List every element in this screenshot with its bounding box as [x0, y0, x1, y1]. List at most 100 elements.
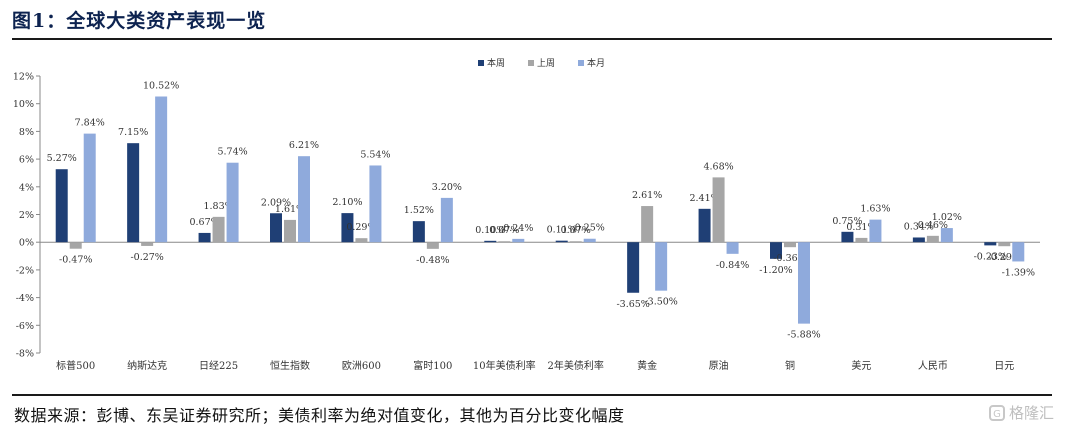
bar-this-month [155, 96, 168, 243]
legend-label: 本周 [487, 57, 505, 69]
data-label: 5.54% [360, 149, 390, 160]
legend-swatch [528, 60, 534, 66]
data-label: 0.11% [547, 225, 577, 236]
data-label: -3.65% [616, 299, 649, 310]
data-label: -5.88% [787, 330, 820, 341]
bar-this-month [512, 238, 525, 243]
bar-this-month [226, 162, 239, 243]
data-label: -0.23% [974, 251, 1007, 262]
data-label: -1.39% [1002, 267, 1035, 278]
y-tick-label: -4% [16, 293, 34, 304]
data-label: 0.34% [904, 221, 934, 232]
category-label: 日元 [994, 361, 1014, 372]
bar-this-week [698, 208, 711, 243]
bar-this-week [627, 242, 640, 293]
bar-this-week [198, 232, 211, 243]
data-label: 1.63% [860, 204, 890, 215]
category-label: 黄金 [637, 359, 657, 372]
y-tick-label: 10% [13, 99, 34, 110]
category-label: 人民币 [918, 360, 948, 372]
bar-this-month [940, 228, 953, 243]
category-label: 10年美债利率 [473, 359, 536, 372]
footer-divider [12, 394, 1052, 396]
glh-logo-icon: G [988, 404, 1005, 421]
bar-last-week [855, 237, 868, 243]
y-tick-label: -2% [16, 265, 34, 276]
category-label: 铜 [785, 360, 795, 372]
title-divider [12, 38, 1052, 40]
category-label: 恒生指数 [270, 359, 310, 372]
bar-last-week [426, 242, 439, 249]
bar-last-week [998, 242, 1011, 247]
data-label: 7.84% [75, 118, 105, 129]
asset-performance-bar-chart: -8% -6% -4% -2% 0% 2% 4% 6% 8% 10% 12% 5.27% -0.47% 7… [13, 57, 1040, 372]
category-label: 原油 [709, 359, 729, 372]
bar-this-month [440, 197, 453, 243]
source-note: 数据来源：彭博、东吴证券研究所；美债利率为绝对值变化，其他为百分比变化幅度 [14, 406, 625, 425]
category-label: 富时100 [413, 359, 452, 372]
data-label: -0.47% [59, 255, 92, 266]
data-label: 2.61% [632, 190, 662, 201]
y-tick-label: -6% [16, 321, 34, 332]
data-label: 0.25% [575, 223, 605, 234]
watermark-text: 格隆汇 [1008, 404, 1054, 422]
bar-last-week [926, 235, 939, 243]
y-tick-label: 2% [19, 210, 34, 221]
y-tick-label: 4% [19, 182, 34, 193]
bar-last-week [784, 242, 796, 248]
data-label: -0.84% [716, 260, 749, 271]
bar-this-week [484, 240, 497, 243]
bar-last-week [212, 216, 225, 243]
data-label: -0.36% [773, 253, 806, 264]
bar-this-month [369, 165, 382, 243]
data-label: 0.46% [918, 220, 948, 231]
data-label: -0.27% [130, 252, 163, 263]
bar-this-week [412, 221, 425, 243]
category-label: 美元 [851, 359, 871, 372]
data-label: 2.10% [332, 197, 362, 208]
bar-last-week [141, 242, 154, 246]
bar-this-week [841, 231, 854, 243]
bar-this-month [83, 133, 96, 243]
data-label: 0.10% [475, 225, 505, 236]
bar-this-month [869, 219, 882, 243]
data-label: 3.20% [432, 182, 462, 193]
data-label: 0.29% [346, 222, 376, 233]
data-label: 10.52% [143, 80, 179, 91]
data-label: 1.61% [275, 204, 305, 215]
data-label: -3.50% [644, 297, 677, 308]
bar-last-week [712, 177, 725, 243]
data-label: -1.20% [759, 265, 792, 276]
legend-swatch [478, 60, 484, 66]
data-label: 1.02% [932, 212, 962, 223]
data-label: 5.27% [47, 153, 77, 164]
data-label: -0.29% [988, 252, 1021, 263]
bar-this-week [55, 169, 68, 243]
data-label: 0.07% [561, 225, 591, 236]
bar-last-week [569, 241, 582, 243]
y-tick-label: 6% [19, 155, 34, 166]
bar-this-week [912, 237, 925, 243]
category-label: 日经225 [199, 359, 238, 372]
y-tick-label: 8% [19, 127, 34, 138]
bar-this-month [1012, 242, 1025, 262]
data-label: 1.83% [203, 201, 233, 212]
data-label: 0.67% [189, 217, 219, 228]
data-label: 0.75% [832, 216, 862, 227]
bar-last-week [641, 206, 654, 243]
watermark: G 格隆汇 [988, 402, 1054, 423]
category-label: 标普500 [56, 359, 95, 372]
category-label: 2年美债利率 [548, 359, 604, 372]
bar-this-week [555, 240, 568, 243]
bar-this-month [798, 242, 810, 324]
bar-this-week [270, 213, 282, 243]
bar-last-week [355, 238, 368, 243]
data-label: 1.52% [404, 205, 434, 216]
category-label: 欧洲600 [342, 360, 381, 372]
legend-label: 上周 [537, 58, 555, 69]
y-tick-label: 0% [19, 238, 34, 249]
data-label: 0.31% [846, 222, 876, 233]
bar-last-week [69, 242, 82, 249]
bar-this-month [298, 156, 310, 243]
data-label: 0.07% [489, 225, 519, 236]
